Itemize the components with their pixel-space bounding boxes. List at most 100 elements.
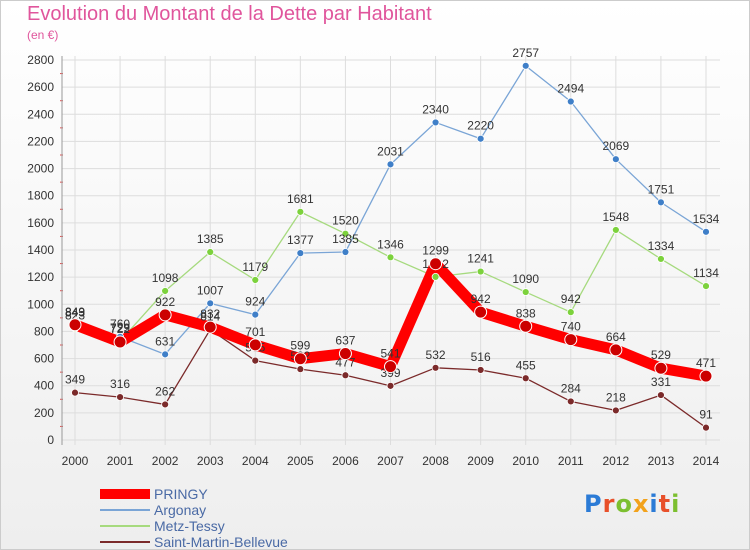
data-label-metz-tessy: 1520 — [332, 214, 359, 228]
data-label-saint-martin-bellevue: 477 — [335, 355, 355, 369]
data-point-pringy — [699, 369, 713, 383]
data-point-saint-martin-bellevue — [657, 391, 665, 399]
legend-label: Argonay — [154, 502, 207, 518]
data-point-pringy — [158, 308, 172, 322]
data-point-saint-martin-bellevue — [566, 397, 575, 406]
data-label-argonay: 1377 — [287, 233, 314, 247]
data-label-saint-martin-bellevue: 218 — [606, 390, 626, 404]
x-tick-label: 2009 — [467, 454, 494, 468]
data-label-argonay: 1385 — [332, 232, 359, 246]
data-point-pringy — [113, 335, 127, 349]
data-point-pringy — [474, 305, 488, 319]
data-point-metz-tessy — [251, 276, 260, 284]
data-label-pringy: 541 — [380, 347, 400, 361]
x-tick-label: 2007 — [377, 454, 404, 468]
x-tick-label: 2001 — [107, 454, 134, 468]
y-tick-label: 1600 — [27, 216, 54, 230]
data-label-pringy: 637 — [335, 334, 355, 348]
data-label-saint-martin-bellevue: 516 — [471, 350, 491, 364]
legend-swatch — [100, 509, 150, 511]
data-label-metz-tessy: 1179 — [242, 260, 268, 274]
data-label-argonay: 2494 — [557, 82, 584, 96]
data-point-argonay — [296, 249, 305, 258]
data-label-argonay: 924 — [245, 295, 265, 309]
data-label-argonay: 2340 — [422, 102, 449, 116]
data-point-argonay — [521, 61, 530, 70]
data-point-pringy — [68, 318, 82, 332]
data-label-saint-martin-bellevue: 91 — [699, 408, 713, 422]
data-label-argonay: 2757 — [512, 46, 539, 60]
legend-label: Metz-Tessy — [154, 518, 225, 534]
x-tick-label: 2003 — [197, 454, 224, 468]
data-label-metz-tessy: 1134 — [693, 266, 719, 280]
data-label-argonay: 760 — [110, 317, 130, 331]
x-tick-label: 2008 — [422, 454, 449, 468]
y-tick-label: 800 — [34, 324, 54, 338]
y-tick-label: 2600 — [27, 80, 54, 94]
data-point-metz-tessy — [206, 248, 215, 256]
data-point-metz-tessy — [341, 229, 350, 238]
data-point-argonay — [657, 198, 665, 207]
y-tick-label: 2800 — [27, 53, 54, 67]
data-point-pringy — [384, 360, 397, 374]
data-point-argonay — [431, 118, 440, 127]
data-label-saint-martin-bellevue: 331 — [651, 375, 671, 389]
y-tick-label: 2200 — [27, 134, 54, 148]
data-label-metz-tessy: 1090 — [512, 272, 539, 286]
data-label-pringy: 722 — [110, 322, 130, 336]
data-point-argonay — [341, 248, 350, 256]
y-tick-label: 2400 — [27, 107, 54, 121]
data-label-metz-tessy: 1098 — [152, 271, 179, 285]
data-point-pringy — [609, 343, 623, 357]
data-label-metz-tessy: 1346 — [377, 237, 404, 251]
data-point-pringy — [248, 338, 262, 352]
x-tick-label: 2011 — [558, 454, 584, 468]
data-point-argonay — [386, 160, 395, 169]
data-label-argonay: 843 — [65, 306, 85, 320]
data-label-pringy: 529 — [651, 348, 671, 362]
data-point-saint-martin-bellevue — [296, 365, 305, 374]
data-label-saint-martin-bellevue: 284 — [561, 381, 581, 395]
y-tick-label: 2000 — [27, 162, 54, 176]
y-tick-label: 400 — [34, 379, 54, 393]
data-point-saint-martin-bellevue — [161, 400, 170, 409]
data-label-metz-tessy: 1334 — [648, 239, 675, 253]
data-point-saint-martin-bellevue — [341, 371, 350, 380]
data-label-pringy: 471 — [696, 356, 716, 370]
data-label-pringy: 664 — [606, 330, 626, 344]
x-tick-label: 2000 — [62, 454, 89, 468]
data-label-saint-martin-bellevue: 349 — [65, 373, 85, 387]
data-label-argonay: 2031 — [377, 144, 404, 158]
data-point-argonay — [702, 227, 710, 236]
data-point-saint-martin-bellevue — [611, 406, 620, 415]
data-point-pringy — [564, 333, 578, 347]
data-point-saint-martin-bellevue — [521, 374, 530, 383]
data-point-pringy — [519, 319, 533, 333]
x-tick-label: 2012 — [603, 454, 630, 468]
y-tick-label: 200 — [34, 406, 54, 420]
data-point-saint-martin-bellevue — [702, 423, 710, 432]
data-label-metz-tessy: 823 — [65, 308, 85, 322]
data-point-metz-tessy — [566, 308, 575, 317]
legend-label: PRINGY — [154, 486, 208, 502]
data-label-pringy: 942 — [471, 292, 491, 306]
x-tick-label: 2013 — [648, 454, 675, 468]
data-label-argonay: 1007 — [197, 283, 224, 297]
data-label-metz-tessy: 1681 — [287, 192, 314, 206]
data-point-metz-tessy — [161, 287, 170, 295]
legend-swatch — [100, 489, 150, 499]
data-point-argonay — [611, 155, 620, 164]
y-tick-label: 600 — [34, 352, 54, 366]
x-tick-label: 2014 — [693, 454, 720, 468]
data-point-metz-tessy — [476, 267, 485, 276]
data-label-pringy: 599 — [290, 339, 310, 353]
data-label-metz-tessy: 1385 — [197, 232, 224, 246]
data-label-argonay: 631 — [155, 334, 175, 348]
data-label-metz-tessy: 729 — [110, 321, 130, 335]
data-point-argonay — [161, 350, 170, 359]
data-label-argonay: 1534 — [693, 212, 720, 226]
data-point-metz-tessy — [296, 207, 305, 216]
data-label-argonay: 2069 — [603, 139, 630, 153]
data-label-saint-martin-bellevue: 316 — [110, 377, 130, 391]
